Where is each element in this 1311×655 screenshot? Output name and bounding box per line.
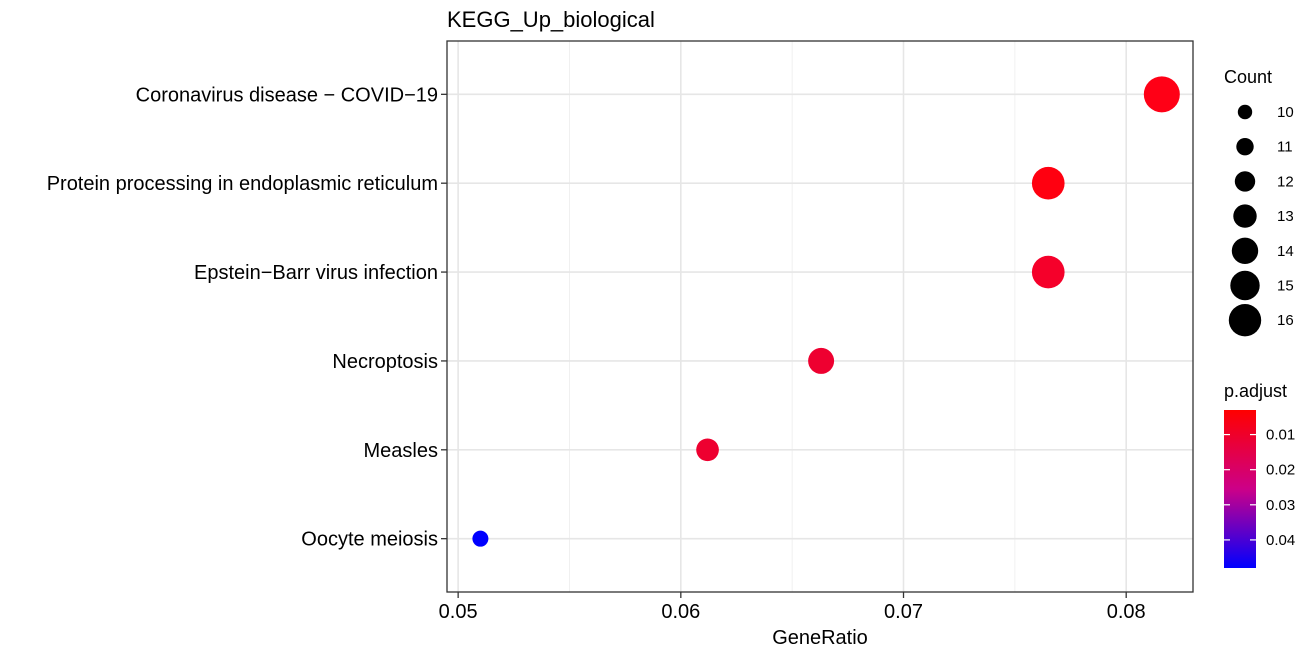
size-legend-label: 10 (1277, 104, 1294, 121)
size-legend-key (1231, 237, 1259, 264)
y-tick-label: Epstein−Barr virus infection (194, 262, 438, 284)
y-tick-label: Measles (364, 440, 438, 462)
size-legend-label: 16 (1277, 312, 1294, 329)
size-legend: Count 10 11 12 13 14 15 16 (1224, 67, 1294, 337)
data-point (696, 438, 719, 462)
color-legend-label: 0.02 (1266, 462, 1295, 479)
color-legend-label: 0.01 (1266, 427, 1295, 444)
y-tick-label: Necroptosis (332, 351, 438, 373)
y-tick-label: Coronavirus disease − COVID−19 (136, 84, 438, 106)
color-legend-label: 0.04 (1266, 532, 1295, 549)
size-legend-label: 13 (1277, 208, 1294, 225)
color-legend-bar (1224, 410, 1256, 568)
size-legend-label: 14 (1277, 243, 1294, 260)
data-point (1031, 166, 1065, 200)
x-axis: 0.05 0.06 0.07 0.08 (439, 592, 1146, 623)
y-axis-labels: Coronavirus disease − COVID−19 Protein pr… (47, 84, 447, 551)
x-tick-label: 0.07 (884, 601, 923, 623)
size-legend-key (1237, 104, 1253, 120)
x-axis-title: GeneRatio (772, 627, 868, 649)
y-tick-label: Oocyte meiosis (301, 529, 438, 551)
chart-title: KEGG_Up_biological (447, 7, 655, 32)
data-point (1031, 255, 1065, 289)
grid-lines (447, 41, 1193, 592)
size-legend-title: Count (1224, 67, 1272, 87)
size-legend-label: 11 (1277, 139, 1293, 156)
data-point (472, 530, 489, 547)
plot-panel-border (446, 40, 1194, 593)
color-legend-title: p.adjust (1224, 381, 1287, 401)
color-legend: p.adjust 0.01 0.02 0.03 0.04 (1224, 381, 1295, 568)
size-legend-key (1230, 270, 1260, 301)
data-points (472, 76, 1180, 547)
data-point (1143, 76, 1180, 113)
x-tick-label: 0.06 (661, 601, 700, 623)
y-tick-label: Protein processing in endoplasmic reticu… (47, 173, 438, 195)
size-legend-label: 12 (1277, 173, 1294, 190)
x-tick-label: 0.08 (1107, 601, 1146, 623)
size-legend-key (1234, 171, 1256, 192)
size-legend-key (1233, 204, 1257, 228)
color-legend-label: 0.03 (1266, 497, 1295, 514)
data-point (808, 347, 835, 374)
size-legend-key (1236, 138, 1254, 156)
x-tick-label: 0.05 (439, 601, 478, 623)
size-legend-label: 15 (1277, 278, 1294, 295)
size-legend-key (1228, 304, 1262, 337)
